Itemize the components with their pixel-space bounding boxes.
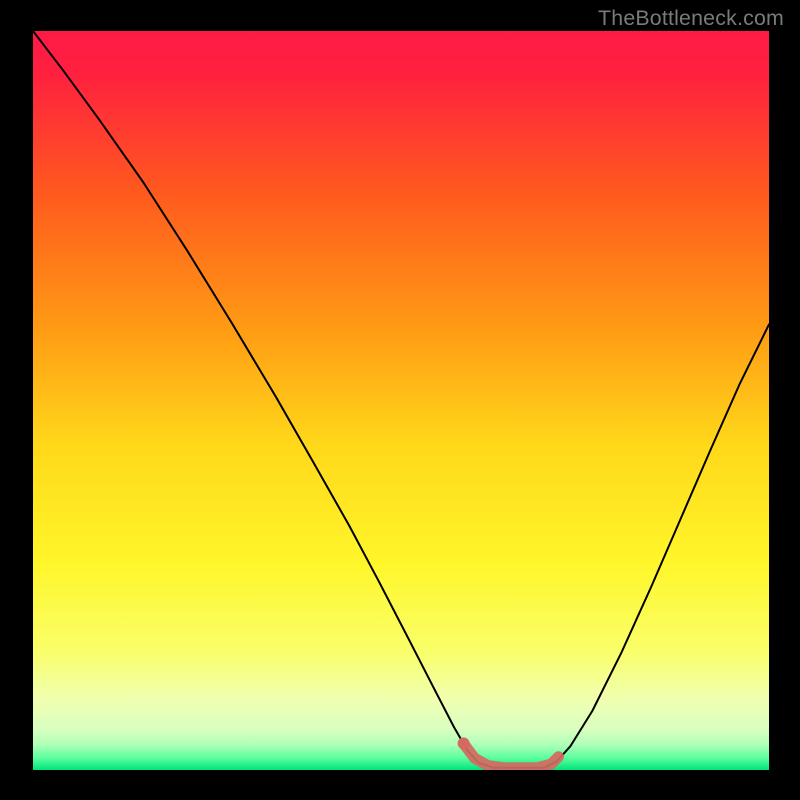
watermark-text: TheBottleneck.com (598, 6, 784, 31)
valley-marker-start-dot (458, 737, 470, 749)
bottleneck-curve (33, 31, 769, 770)
chart-frame: TheBottleneck.com (0, 0, 800, 800)
plot-area (33, 31, 769, 770)
valley-marker (464, 743, 559, 767)
curve-path (33, 31, 769, 768)
